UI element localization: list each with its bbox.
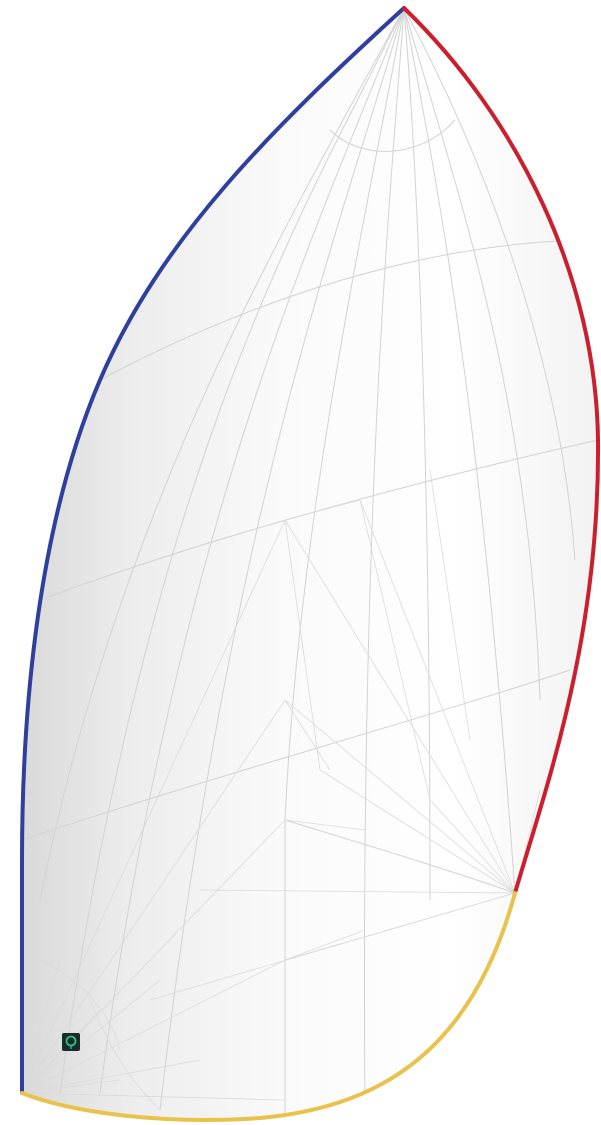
tack-radials: [22, 519, 286, 1111]
leech-edge: [402, 6, 601, 895]
tack-ring-icon[interactable]: [62, 1033, 80, 1051]
centre-fan: [284, 469, 471, 961]
horizontal-seams: [22, 119, 599, 894]
panel-layout: [22, 8, 599, 1120]
luff-edge: [20, 6, 406, 1095]
foot-edge: [20, 891, 517, 1122]
